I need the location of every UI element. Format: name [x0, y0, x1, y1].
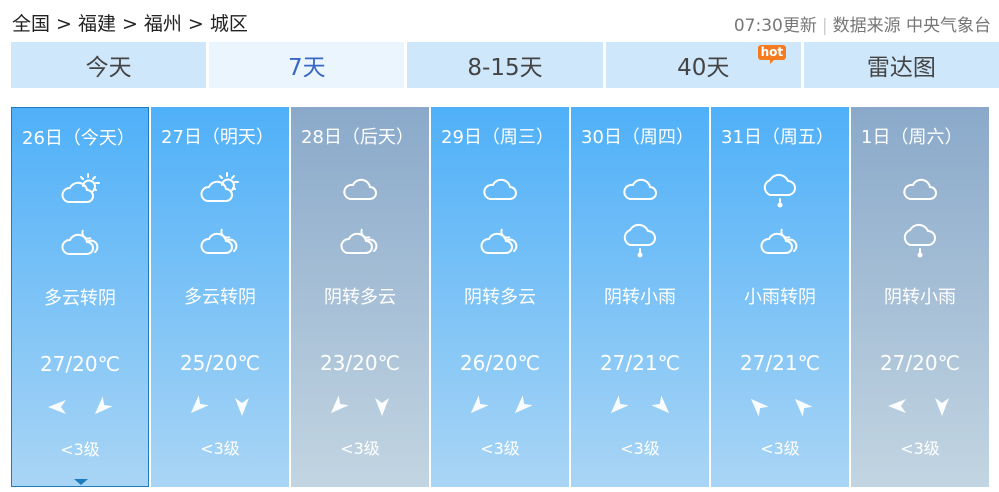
- weather-description: 阴转多云: [464, 287, 536, 308]
- daily-forecast-list: 26日（今天） 多云转阴 27/20℃ <3级 27日（明天） 多云转阴 25/…: [11, 107, 989, 487]
- weather-description: 阴转小雨: [604, 287, 676, 308]
- tab-8-15days[interactable]: 8-15天: [407, 42, 603, 88]
- cloud-icon: [896, 167, 944, 207]
- tab-label: 7天: [287, 55, 326, 81]
- wind-direction-icon: [375, 398, 389, 416]
- wind-direction-icon: [190, 395, 209, 414]
- day-date: 30日（周四）: [581, 127, 694, 148]
- wind-level: <3级: [620, 439, 660, 458]
- wind-direction-icon: [235, 398, 249, 416]
- tab-label: 8-15天: [467, 55, 543, 81]
- wind-direction-icon: [470, 395, 489, 414]
- wind-level: <3级: [760, 439, 800, 458]
- weather-description: 多云转阴: [44, 288, 116, 309]
- weather-description: 阴转小雨: [884, 287, 956, 308]
- weather-description: 多云转阴: [184, 287, 256, 308]
- breadcrumb-city[interactable]: 福州: [143, 13, 182, 35]
- day-date: 1日（周六）: [861, 127, 963, 148]
- cloud-moon-icon: [57, 218, 105, 258]
- tab-label: 40天: [677, 55, 730, 81]
- weather-description: 小雨转阴: [744, 287, 816, 308]
- wind-directions: [291, 395, 429, 417]
- day-card[interactable]: 30日（周四） 阴转小雨 27/21℃ <3级: [571, 107, 709, 487]
- wind-level: <3级: [60, 440, 100, 459]
- wind-level: <3级: [480, 439, 520, 458]
- temperature-range: 27/20℃: [39, 352, 121, 376]
- temperature-range: 27/21℃: [599, 351, 681, 375]
- tab-label: 雷达图: [866, 55, 936, 81]
- wind-directions: [851, 395, 989, 417]
- cloud-moon-icon: [336, 217, 384, 257]
- cloud-moon-icon: [476, 217, 524, 257]
- wind-direction-icon: [330, 395, 349, 414]
- wind-direction-icon: [94, 396, 113, 415]
- temperature-range: 25/20℃: [179, 351, 261, 375]
- wind-direction-icon: [750, 398, 769, 417]
- selected-pointer: [74, 479, 88, 492]
- breadcrumb: 全国 > 福建 > 福州 > 城区: [12, 9, 254, 36]
- wind-direction-icon: [48, 400, 66, 414]
- cloud-moon-icon: [756, 217, 804, 257]
- breadcrumb-country[interactable]: 全国: [12, 13, 51, 35]
- day-date: 28日（后天）: [301, 127, 414, 148]
- wind-directions: [151, 395, 289, 417]
- wind-direction-icon: [610, 395, 629, 414]
- forecast-tabs: 今天 7天 8-15天 40天 hot 雷达图: [11, 42, 999, 88]
- cloud-rain-icon: [756, 167, 804, 208]
- wind-direction-icon: [514, 395, 533, 414]
- day-date: 31日（周五）: [721, 127, 834, 148]
- update-time: 07:30更新: [733, 16, 817, 36]
- day-card[interactable]: 1日（周六） 阴转小雨 27/20℃ <3级: [851, 107, 989, 487]
- data-source: 数据来源 中央气象台: [832, 16, 991, 36]
- temperature-range: 23/20℃: [319, 351, 401, 375]
- update-info: 07:30更新 | 数据来源 中央气象台: [734, 11, 991, 36]
- temperature-range: 26/20℃: [459, 351, 541, 375]
- breadcrumb-province[interactable]: 福建: [77, 13, 116, 35]
- day-card[interactable]: 27日（明天） 多云转阴 25/20℃ <3级: [151, 107, 289, 487]
- cloud-rain-icon: [896, 217, 944, 258]
- cloud-sun-icon: [196, 167, 244, 207]
- tab-label: 今天: [85, 55, 132, 81]
- wind-direction-icon: [888, 399, 906, 413]
- cloud-icon: [616, 167, 664, 207]
- temperature-range: 27/21℃: [739, 351, 821, 375]
- hot-badge: hot: [757, 45, 787, 64]
- day-card[interactable]: 26日（今天） 多云转阴 27/20℃ <3级: [11, 107, 149, 487]
- wind-directions: [711, 395, 849, 417]
- breadcrumb-district: 城区: [209, 13, 248, 35]
- tab-7days[interactable]: 7天: [209, 42, 405, 88]
- temperature-range: 27/20℃: [879, 351, 961, 375]
- tab-40days[interactable]: 40天 hot: [605, 42, 801, 88]
- wind-level: <3级: [900, 439, 940, 458]
- breadcrumb-sep: >: [187, 13, 204, 35]
- day-card[interactable]: 28日（后天） 阴转多云 23/20℃ <3级: [291, 107, 429, 487]
- wind-level: <3级: [340, 439, 380, 458]
- cloud-icon: [336, 167, 384, 207]
- cloud-rain-icon: [616, 217, 664, 258]
- weather-description: 阴转多云: [324, 287, 396, 308]
- cloud-moon-icon: [196, 217, 244, 257]
- wind-direction-icon: [935, 398, 949, 416]
- day-date: 27日（明天）: [161, 127, 274, 148]
- day-date: 26日（今天）: [22, 128, 135, 149]
- tab-radar[interactable]: 雷达图: [803, 42, 999, 88]
- wind-directions: [431, 395, 569, 417]
- wind-directions: [12, 396, 148, 418]
- wind-direction-icon: [651, 395, 670, 414]
- day-card[interactable]: 31日（周五） 小雨转阴 27/21℃ <3级: [711, 107, 849, 487]
- wind-direction-icon: [794, 398, 813, 417]
- wind-directions: [571, 395, 709, 417]
- cloud-icon: [476, 167, 524, 207]
- divider: |: [821, 16, 828, 36]
- day-date: 29日（周三）: [441, 127, 554, 148]
- wind-level: <3级: [200, 439, 240, 458]
- breadcrumb-sep: >: [121, 13, 138, 35]
- breadcrumb-sep: >: [56, 13, 72, 35]
- tab-today[interactable]: 今天: [11, 42, 207, 88]
- day-card[interactable]: 29日（周三） 阴转多云 26/20℃ <3级: [431, 107, 569, 487]
- cloud-sun-icon: [57, 168, 105, 208]
